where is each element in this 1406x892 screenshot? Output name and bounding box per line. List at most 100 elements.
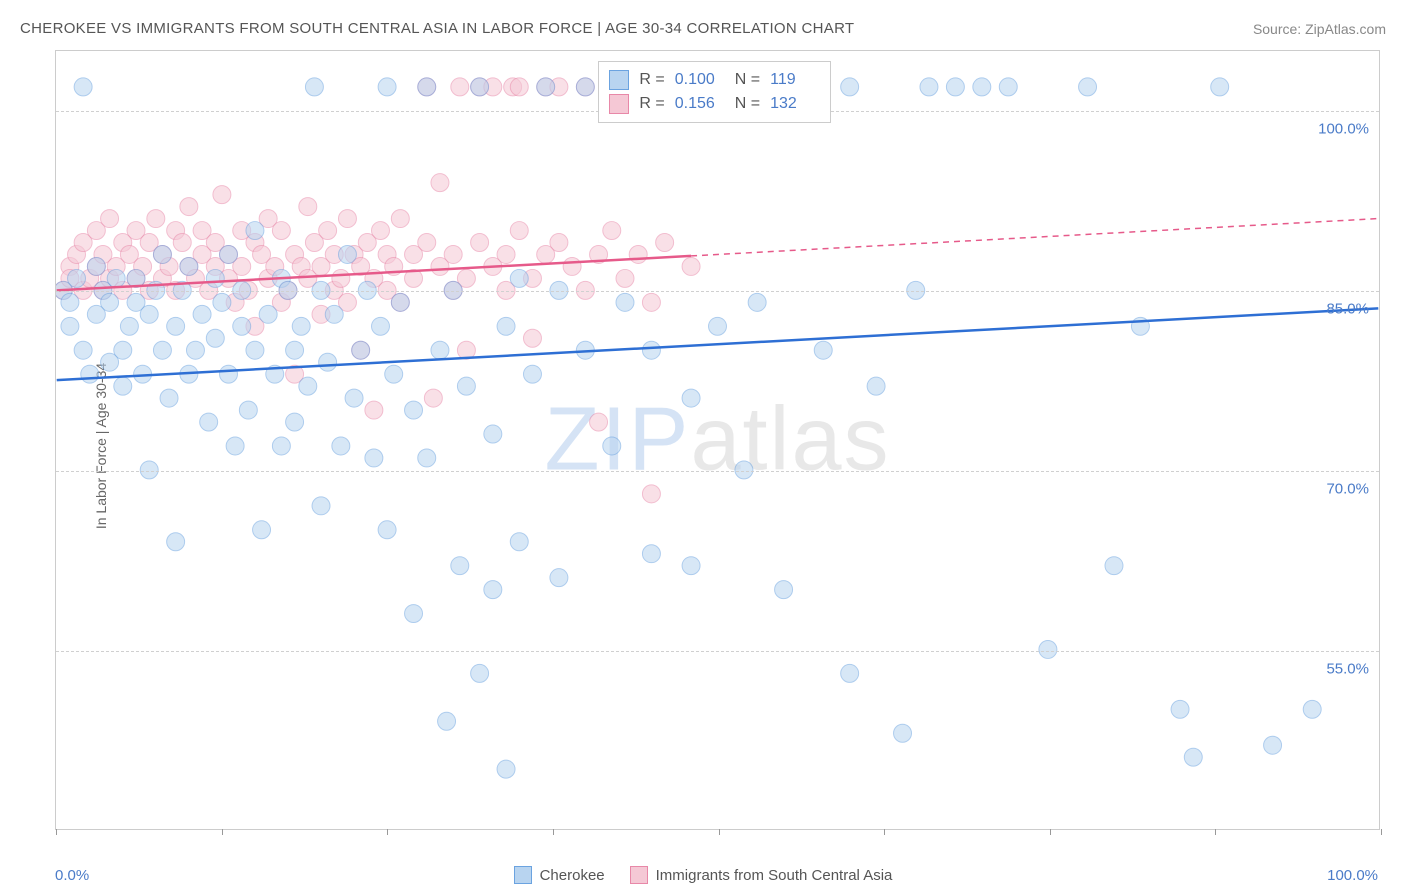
series-legend: Cherokee Immigrants from South Central A… bbox=[0, 866, 1406, 884]
scatter-point-cherokee bbox=[220, 365, 238, 383]
y-tick-label: 55.0% bbox=[1326, 661, 1369, 678]
scatter-point-cherokee bbox=[140, 461, 158, 479]
scatter-point-immigrants bbox=[391, 210, 409, 228]
scatter-point-cherokee bbox=[405, 401, 423, 419]
y-tick-label: 70.0% bbox=[1326, 481, 1369, 498]
scatter-point-cherokee bbox=[286, 341, 304, 359]
scatter-point-cherokee bbox=[312, 497, 330, 515]
scatter-point-immigrants bbox=[431, 174, 449, 192]
scatter-point-cherokee bbox=[193, 305, 211, 323]
scatter-point-cherokee bbox=[735, 461, 753, 479]
gridline-h bbox=[56, 291, 1379, 292]
scatter-point-cherokee bbox=[246, 341, 264, 359]
scatter-point-cherokee bbox=[841, 78, 859, 96]
scatter-point-immigrants bbox=[590, 413, 608, 431]
scatter-point-cherokee bbox=[332, 437, 350, 455]
scatter-point-cherokee bbox=[246, 222, 264, 240]
scatter-point-cherokee bbox=[345, 389, 363, 407]
scatter-point-cherokee bbox=[523, 365, 541, 383]
correlation-legend-row: R = 0.100 N = 119 bbox=[609, 68, 820, 92]
legend-swatch bbox=[609, 70, 629, 90]
correlation-legend: R = 0.100 N = 119 R = 0.156 N = 132 bbox=[598, 61, 831, 123]
scatter-point-cherokee bbox=[68, 269, 86, 287]
gridline-h bbox=[56, 651, 1379, 652]
scatter-point-cherokee bbox=[325, 305, 343, 323]
scatter-point-immigrants bbox=[642, 485, 660, 503]
scatter-point-cherokee bbox=[391, 293, 409, 311]
scatter-point-cherokee bbox=[153, 246, 171, 264]
scatter-point-cherokee bbox=[457, 377, 475, 395]
scatter-point-immigrants bbox=[682, 257, 700, 275]
scatter-point-cherokee bbox=[576, 78, 594, 96]
scatter-point-immigrants bbox=[299, 198, 317, 216]
scatter-point-cherokee bbox=[867, 377, 885, 395]
scatter-point-immigrants bbox=[424, 389, 442, 407]
scatter-point-cherokee bbox=[451, 557, 469, 575]
scatter-point-cherokee bbox=[259, 305, 277, 323]
scatter-point-cherokee bbox=[378, 78, 396, 96]
scatter-point-cherokee bbox=[841, 664, 859, 682]
scatter-point-cherokee bbox=[1184, 748, 1202, 766]
scatter-point-cherokee bbox=[616, 293, 634, 311]
scatter-point-cherokee bbox=[484, 425, 502, 443]
scatter-point-cherokee bbox=[338, 246, 356, 264]
scatter-point-immigrants bbox=[563, 257, 581, 275]
scatter-point-immigrants bbox=[616, 269, 634, 287]
scatter-point-cherokee bbox=[239, 401, 257, 419]
scatter-point-cherokee bbox=[1039, 640, 1057, 658]
scatter-point-cherokee bbox=[186, 341, 204, 359]
scatter-point-immigrants bbox=[101, 210, 119, 228]
scatter-point-cherokee bbox=[385, 365, 403, 383]
legend-swatch bbox=[609, 94, 629, 114]
gridline-h bbox=[56, 471, 1379, 472]
scatter-point-cherokee bbox=[299, 377, 317, 395]
scatter-point-cherokee bbox=[167, 317, 185, 335]
scatter-plot-svg bbox=[56, 51, 1379, 829]
scatter-point-cherokee bbox=[497, 317, 515, 335]
scatter-point-cherokee bbox=[1211, 78, 1229, 96]
scatter-point-cherokee bbox=[226, 437, 244, 455]
scatter-point-cherokee bbox=[682, 389, 700, 407]
scatter-point-cherokee bbox=[775, 581, 793, 599]
scatter-point-cherokee bbox=[510, 533, 528, 551]
scatter-point-cherokee bbox=[87, 257, 105, 275]
scatter-point-immigrants bbox=[180, 198, 198, 216]
scatter-point-immigrants bbox=[372, 222, 390, 240]
x-tick bbox=[56, 829, 57, 835]
scatter-point-cherokee bbox=[920, 78, 938, 96]
scatter-point-cherokee bbox=[101, 293, 119, 311]
legend-label-immigrants: Immigrants from South Central Asia bbox=[656, 867, 893, 884]
title-bar: CHEROKEE VS IMMIGRANTS FROM SOUTH CENTRA… bbox=[20, 20, 1386, 37]
r-value: 0.156 bbox=[675, 95, 725, 113]
n-value: 132 bbox=[770, 95, 820, 113]
scatter-point-cherokee bbox=[140, 305, 158, 323]
legend-label-cherokee: Cherokee bbox=[540, 867, 605, 884]
scatter-point-immigrants bbox=[550, 234, 568, 252]
scatter-point-cherokee bbox=[319, 353, 337, 371]
scatter-point-cherokee bbox=[120, 317, 138, 335]
scatter-point-cherokee bbox=[431, 341, 449, 359]
scatter-point-cherokee bbox=[81, 365, 99, 383]
scatter-point-cherokee bbox=[233, 317, 251, 335]
x-tick bbox=[1215, 829, 1216, 835]
scatter-point-immigrants bbox=[272, 222, 290, 240]
scatter-point-cherokee bbox=[253, 521, 271, 539]
y-tick-label: 100.0% bbox=[1318, 121, 1369, 138]
scatter-point-cherokee bbox=[537, 78, 555, 96]
x-tick bbox=[1050, 829, 1051, 835]
scatter-point-cherokee bbox=[107, 269, 125, 287]
scatter-point-cherokee bbox=[642, 341, 660, 359]
r-label: R = bbox=[639, 95, 664, 113]
scatter-point-cherokee bbox=[471, 664, 489, 682]
scatter-point-cherokee bbox=[497, 760, 515, 778]
scatter-point-immigrants bbox=[319, 222, 337, 240]
scatter-point-cherokee bbox=[365, 449, 383, 467]
scatter-point-immigrants bbox=[444, 246, 462, 264]
scatter-point-cherokee bbox=[1171, 700, 1189, 718]
scatter-point-cherokee bbox=[61, 317, 79, 335]
scatter-point-cherokee bbox=[292, 317, 310, 335]
scatter-point-immigrants bbox=[656, 234, 674, 252]
scatter-point-immigrants bbox=[629, 246, 647, 264]
scatter-point-cherokee bbox=[378, 521, 396, 539]
legend-item-immigrants: Immigrants from South Central Asia bbox=[630, 866, 893, 884]
